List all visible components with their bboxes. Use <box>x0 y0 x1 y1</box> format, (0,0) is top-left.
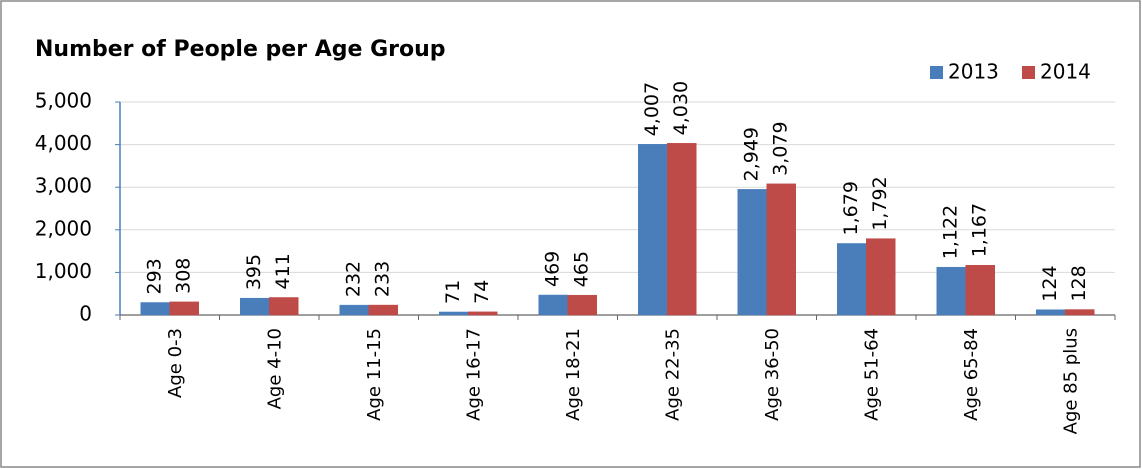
x-tick-label: Age 18-21 <box>563 328 584 421</box>
x-tick-label: Age 51-64 <box>861 328 882 421</box>
bar <box>737 189 767 316</box>
legend-label: 2014 <box>1040 60 1091 84</box>
data-label: 74 <box>471 280 493 304</box>
data-label: 128 <box>1068 265 1090 301</box>
x-tick-label: Age 36-50 <box>762 328 783 421</box>
data-label: 469 <box>542 251 564 287</box>
data-label: 71 <box>442 280 464 304</box>
data-label: 1,792 <box>869 176 891 230</box>
bar <box>567 294 597 316</box>
data-label: 124 <box>1039 265 1061 301</box>
data-label: 411 <box>272 253 294 289</box>
bar <box>140 302 170 316</box>
x-tick-label: Age 85 plus <box>1060 328 1081 434</box>
bar <box>538 294 568 316</box>
bar <box>766 183 796 316</box>
data-label: 3,079 <box>770 121 792 175</box>
y-tick-label: 5,000 <box>35 89 92 113</box>
bar <box>1036 309 1066 316</box>
data-label: 2,949 <box>741 127 763 181</box>
bar <box>439 311 469 316</box>
data-label: 4,007 <box>641 82 663 136</box>
x-tick-label: Age 11-15 <box>364 328 385 421</box>
data-label: 293 <box>144 258 166 294</box>
data-label: 1,122 <box>940 205 962 259</box>
bar <box>667 143 697 316</box>
bar <box>866 238 896 316</box>
data-label: 308 <box>173 258 195 294</box>
bar <box>638 144 668 316</box>
x-tick-label: Age 22-35 <box>662 328 683 421</box>
legend-swatch <box>930 66 943 79</box>
y-tick-label: 1,000 <box>35 259 92 283</box>
bar <box>1065 309 1095 316</box>
legend-label: 2013 <box>948 60 999 84</box>
bar <box>936 266 966 316</box>
x-tick-label: Age 65-84 <box>961 328 982 421</box>
data-label: 1,679 <box>840 181 862 235</box>
y-tick-label: 2,000 <box>35 216 92 240</box>
chart-title: Number of People per Age Group <box>35 37 446 62</box>
bar <box>269 297 299 316</box>
x-tick-label: Age 4-10 <box>264 328 285 409</box>
data-label: 395 <box>243 254 265 290</box>
y-tick-label: 4,000 <box>35 131 92 155</box>
bar <box>339 304 369 316</box>
data-label: 1,167 <box>969 203 991 257</box>
x-tick-label: Age 0-3 <box>165 328 186 398</box>
y-tick-label: 3,000 <box>35 174 92 198</box>
x-tick-label: Age 16-17 <box>463 328 484 421</box>
data-label: 465 <box>571 251 593 287</box>
legend-swatch <box>1022 66 1035 79</box>
bar <box>240 297 270 316</box>
bar <box>837 243 867 316</box>
data-label: 232 <box>343 261 365 297</box>
data-label: 233 <box>372 261 394 297</box>
data-label: 4,030 <box>670 81 692 135</box>
bar <box>368 304 398 316</box>
y-tick-label: 0 <box>79 302 92 326</box>
bar <box>468 311 498 316</box>
bar <box>169 301 199 316</box>
bar <box>965 265 995 316</box>
